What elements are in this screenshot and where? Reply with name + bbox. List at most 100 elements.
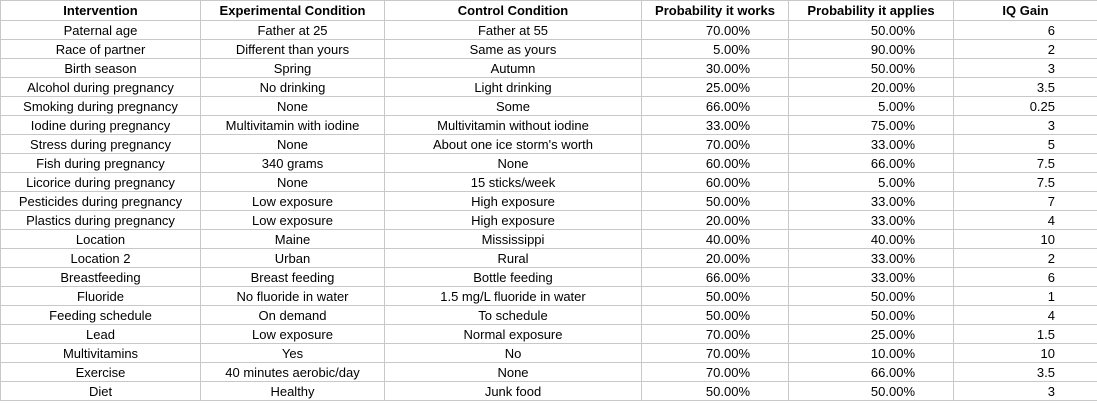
probability-applies-cell: 50.00% (788, 58, 954, 78)
probability-applies-cell: 66.00% (788, 153, 954, 173)
intervention-cell: Birth season (0, 58, 201, 78)
experimental-condition-cell: Yes (200, 343, 385, 363)
iq-gain-cell: 7.5 (953, 153, 1097, 173)
table-row: Multivitamins Yes No 70.00% 10.00% 10 (0, 343, 1097, 363)
intervention-cell: Paternal age (0, 20, 201, 40)
experimental-condition-cell: No fluoride in water (200, 286, 385, 306)
experimental-condition-cell: Urban (200, 248, 385, 268)
iq-gain-cell: 10 (953, 343, 1097, 363)
iq-gain-cell: 4 (953, 210, 1097, 230)
iq-gain-cell: 4 (953, 305, 1097, 325)
probability-works-cell: 30.00% (641, 58, 789, 78)
table-row: Plastics during pregnancy Low exposure Hig… (0, 210, 1097, 230)
iq-gain-cell: 6 (953, 20, 1097, 40)
intervention-cell: Feeding schedule (0, 305, 201, 325)
header-intervention: Intervention (0, 0, 201, 21)
iq-gain-cell: 5 (953, 134, 1097, 154)
experimental-condition-cell: None (200, 172, 385, 192)
iq-gain-cell: 10 (953, 229, 1097, 249)
control-condition-cell: 1.5 mg/L fluoride in water (384, 286, 642, 306)
control-condition-cell: Mississippi (384, 229, 642, 249)
probability-works-cell: 50.00% (641, 191, 789, 211)
experimental-condition-cell: Breast feeding (200, 267, 385, 287)
intervention-cell: Location 2 (0, 248, 201, 268)
intervention-cell: Race of partner (0, 39, 201, 59)
control-condition-cell: Some (384, 96, 642, 116)
probability-works-cell: 50.00% (641, 286, 789, 306)
table-row: Fish during pregnancy 340 grams None 60.00%… (0, 153, 1097, 173)
probability-applies-cell: 33.00% (788, 191, 954, 211)
intervention-cell: Breastfeeding (0, 267, 201, 287)
table-body: Paternal age Father at 25 Father at 55 70.0… (0, 20, 1097, 401)
probability-applies-cell: 50.00% (788, 381, 954, 401)
intervention-cell: Exercise (0, 362, 201, 382)
probability-applies-cell: 50.00% (788, 305, 954, 325)
probability-works-cell: 70.00% (641, 362, 789, 382)
probability-applies-cell: 75.00% (788, 115, 954, 135)
probability-applies-cell: 5.00% (788, 96, 954, 116)
table-row: Smoking during pregnancy None Some 66.00% 5.… (0, 96, 1097, 116)
table-row: Fluoride No fluoride in water 1.5 mg/L flu… (0, 286, 1097, 306)
experimental-condition-cell: Multivitamin with iodine (200, 115, 385, 135)
intervention-cell: Fluoride (0, 286, 201, 306)
iq-gain-cell: 3 (953, 58, 1097, 78)
probability-works-cell: 50.00% (641, 381, 789, 401)
control-condition-cell: Multivitamin without iodine (384, 115, 642, 135)
iq-gain-cell: 3.5 (953, 362, 1097, 382)
intervention-cell: Smoking during pregnancy (0, 96, 201, 116)
probability-applies-cell: 25.00% (788, 324, 954, 344)
iq-gain-cell: 2 (953, 39, 1097, 59)
probability-works-cell: 66.00% (641, 267, 789, 287)
control-condition-cell: To schedule (384, 305, 642, 325)
header-experimental-condition: Experimental Condition (200, 0, 385, 21)
control-condition-cell: High exposure (384, 191, 642, 211)
probability-applies-cell: 33.00% (788, 248, 954, 268)
control-condition-cell: High exposure (384, 210, 642, 230)
experimental-condition-cell: Low exposure (200, 210, 385, 230)
probability-applies-cell: 50.00% (788, 20, 954, 40)
intervention-cell: Multivitamins (0, 343, 201, 363)
intervention-cell: Plastics during pregnancy (0, 210, 201, 230)
experimental-condition-cell: No drinking (200, 77, 385, 97)
probability-applies-cell: 5.00% (788, 172, 954, 192)
probability-works-cell: 20.00% (641, 248, 789, 268)
iq-gain-cell: 1 (953, 286, 1097, 306)
control-condition-cell: Same as yours (384, 39, 642, 59)
control-condition-cell: Autumn (384, 58, 642, 78)
experimental-condition-cell: Low exposure (200, 324, 385, 344)
control-condition-cell: Junk food (384, 381, 642, 401)
control-condition-cell: None (384, 153, 642, 173)
iq-gain-cell: 3.5 (953, 77, 1097, 97)
iq-gain-cell: 7.5 (953, 172, 1097, 192)
table-row: Pesticides during pregnancy Low exposure H… (0, 191, 1097, 211)
probability-works-cell: 33.00% (641, 115, 789, 135)
header-row: Intervention Experimental Condition Cont… (0, 0, 1097, 21)
header-iq-gain: IQ Gain (953, 0, 1097, 21)
header-control-condition: Control Condition (384, 0, 642, 21)
table-row: Paternal age Father at 25 Father at 55 70.0… (0, 20, 1097, 40)
iq-gain-cell: 0.25 (953, 96, 1097, 116)
control-condition-cell: Bottle feeding (384, 267, 642, 287)
table-row: Licorice during pregnancy None 15 sticks/w… (0, 172, 1097, 192)
control-condition-cell: Father at 55 (384, 20, 642, 40)
table-row: Birth season Spring Autumn 30.00% 50.00% 3 (0, 58, 1097, 78)
table-row: Diet Healthy Junk food 50.00% 50.00% 3 (0, 381, 1097, 401)
probability-works-cell: 70.00% (641, 324, 789, 344)
probability-applies-cell: 90.00% (788, 39, 954, 59)
iq-gain-cell: 3 (953, 381, 1097, 401)
control-condition-cell: No (384, 343, 642, 363)
table-row: Iodine during pregnancy Multivitamin with… (0, 115, 1097, 135)
intervention-cell: Alcohol during pregnancy (0, 77, 201, 97)
table-row: Race of partner Different than yours Same … (0, 39, 1097, 59)
probability-works-cell: 66.00% (641, 96, 789, 116)
probability-applies-cell: 40.00% (788, 229, 954, 249)
iq-gain-cell: 2 (953, 248, 1097, 268)
iq-gain-cell: 1.5 (953, 324, 1097, 344)
table-row: Location 2 Urban Rural 20.00% 33.00% 2 (0, 248, 1097, 268)
probability-applies-cell: 33.00% (788, 210, 954, 230)
probability-applies-cell: 66.00% (788, 362, 954, 382)
probability-works-cell: 40.00% (641, 229, 789, 249)
control-condition-cell: About one ice storm's worth (384, 134, 642, 154)
probability-works-cell: 50.00% (641, 305, 789, 325)
